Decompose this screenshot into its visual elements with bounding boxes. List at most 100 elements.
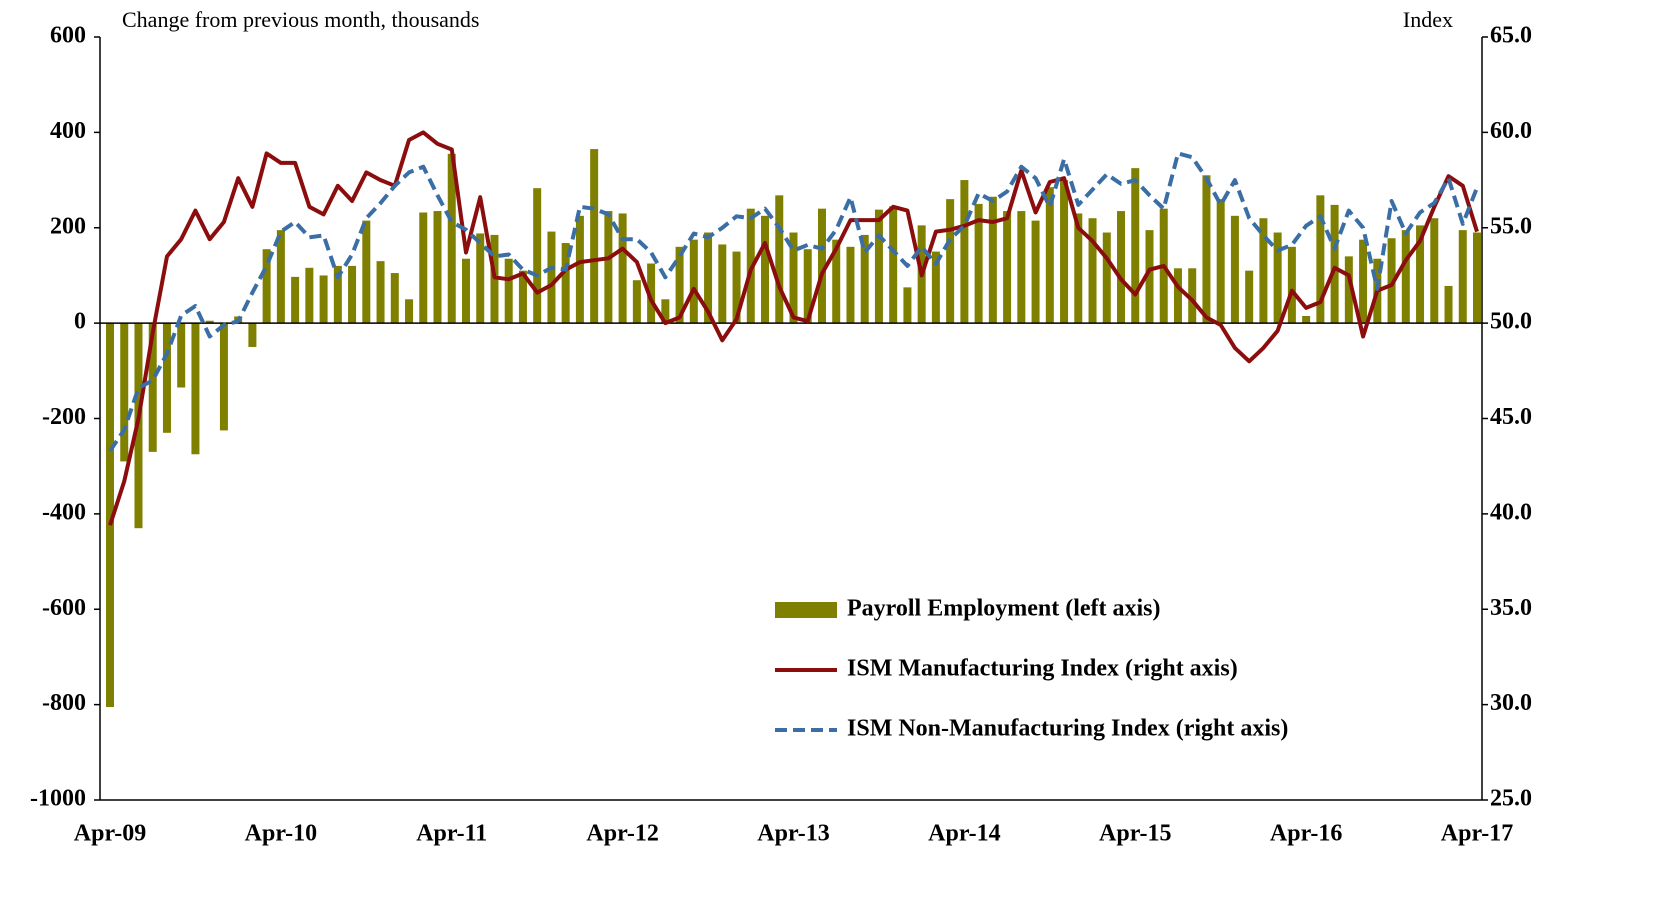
legend-label: ISM Non-Manufacturing Index (right axis) (847, 716, 1288, 742)
x-tick-label: Apr-13 (757, 821, 829, 847)
y2-tick-label: 35.0 (1490, 595, 1532, 621)
bar (1216, 199, 1225, 324)
bar (1330, 204, 1339, 324)
y-tick-label: -400 (42, 499, 86, 525)
bar (618, 213, 627, 324)
bar (931, 251, 940, 324)
bar (775, 195, 784, 324)
bar (390, 273, 399, 324)
bar (803, 249, 812, 324)
bar (789, 232, 798, 324)
legend-label: Payroll Employment (left axis) (847, 596, 1161, 622)
bar (1401, 230, 1410, 324)
bar (1017, 211, 1026, 324)
bar (889, 206, 898, 324)
y-axis-title: Change from previous month, thousands (122, 7, 479, 32)
bar (476, 233, 485, 324)
bar (817, 208, 826, 324)
bar (632, 280, 641, 324)
bar (1131, 168, 1140, 324)
bar (205, 320, 214, 324)
bar (689, 239, 698, 324)
y2-tick-label: 25.0 (1490, 786, 1532, 812)
bar (419, 212, 428, 324)
bar (903, 287, 912, 324)
bar (1259, 218, 1268, 324)
bar (1117, 211, 1126, 324)
x-tick-label: Apr-11 (416, 821, 487, 847)
bar (960, 180, 969, 324)
bar (276, 230, 285, 324)
bar (433, 211, 442, 324)
bar (1045, 187, 1054, 324)
bar (1302, 315, 1311, 324)
bar (162, 323, 171, 433)
bar (248, 323, 257, 347)
bar (846, 246, 855, 324)
y-tick-label: 600 (50, 23, 86, 49)
bar (533, 188, 542, 324)
legend-swatch (775, 602, 837, 618)
bar (561, 243, 570, 324)
x-tick-label: Apr-16 (1270, 821, 1342, 847)
x-tick-label: Apr-17 (1441, 821, 1513, 847)
bar (1430, 218, 1439, 324)
y-tick-label: -1000 (30, 786, 86, 812)
bar (590, 149, 599, 324)
bar (647, 263, 656, 324)
bar (348, 265, 357, 324)
y2-tick-label: 50.0 (1490, 309, 1532, 335)
bar (661, 299, 670, 324)
bar (447, 153, 456, 324)
bar (1416, 225, 1425, 324)
x-tick-label: Apr-15 (1099, 821, 1171, 847)
bar (305, 267, 314, 324)
x-tick-label: Apr-12 (586, 821, 658, 847)
line (108, 130, 1479, 526)
bar (1230, 215, 1239, 324)
bar (1473, 232, 1481, 324)
bar (120, 323, 129, 462)
bar (860, 234, 869, 324)
bar (1074, 213, 1083, 324)
y-tick-label: 0 (74, 309, 86, 335)
y2-tick-label: 60.0 (1490, 118, 1532, 144)
bar (1088, 218, 1097, 324)
bar (732, 251, 741, 324)
bar (575, 215, 584, 324)
bar (974, 203, 983, 324)
bar (1102, 232, 1111, 324)
y2-axis-title: Index (1403, 7, 1453, 32)
bar (1060, 180, 1069, 324)
bar (191, 323, 200, 455)
x-tick-label: Apr-09 (74, 821, 146, 847)
y-tick-label: -600 (42, 595, 86, 621)
x-tick-label: Apr-14 (928, 821, 1000, 847)
bar (1173, 268, 1182, 324)
bar (1003, 211, 1012, 324)
bar (1145, 230, 1154, 324)
bar (1245, 270, 1254, 324)
bar (1316, 195, 1325, 324)
bar (262, 249, 271, 324)
y-tick-label: 400 (50, 118, 86, 144)
bar (291, 276, 300, 324)
bar (1444, 285, 1453, 324)
bar (547, 231, 556, 324)
x-tick-label: Apr-10 (245, 821, 317, 847)
bar (1387, 238, 1396, 324)
bar (1287, 246, 1296, 324)
bar (504, 258, 513, 324)
y2-tick-label: 45.0 (1490, 404, 1532, 430)
bar (148, 323, 157, 452)
y2-tick-label: 40.0 (1490, 499, 1532, 525)
bar (1458, 230, 1467, 324)
bar (1344, 256, 1353, 324)
bar (761, 215, 770, 324)
legend-label: ISM Manufacturing Index (right axis) (847, 656, 1238, 682)
bar (177, 323, 186, 388)
y-tick-label: -800 (42, 690, 86, 716)
bar (518, 270, 527, 324)
bar (874, 209, 883, 324)
